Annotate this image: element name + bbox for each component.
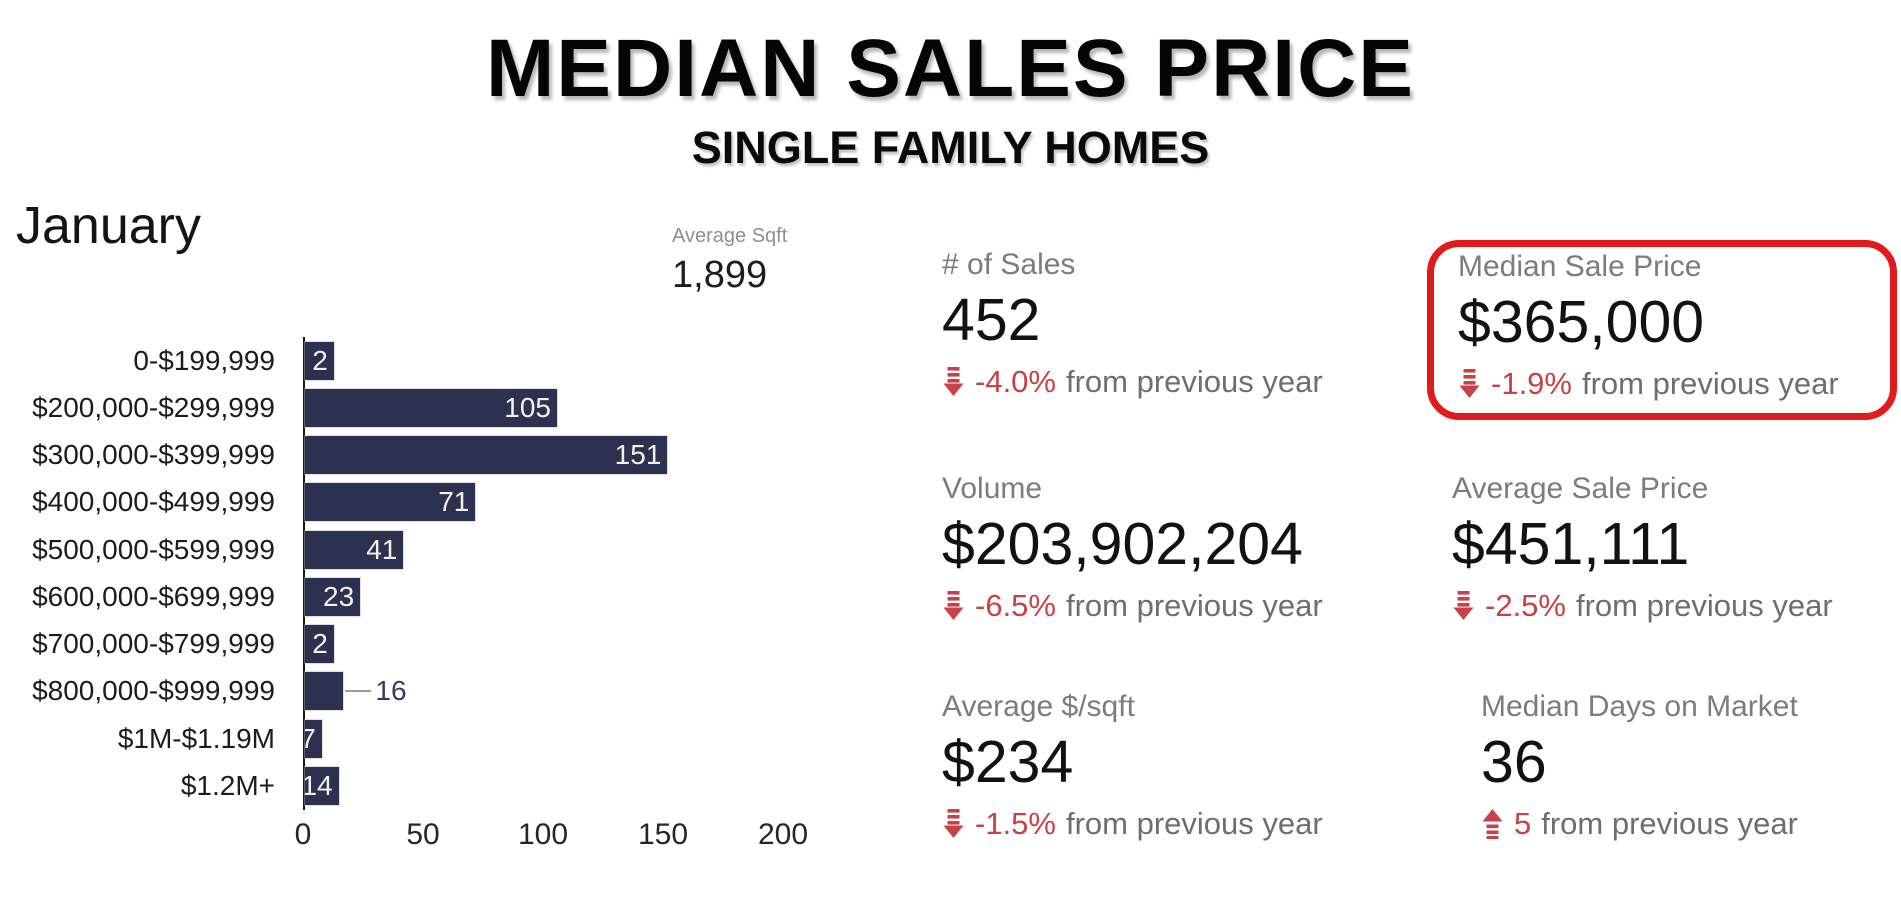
bar: 41 <box>305 530 404 569</box>
x-axis-tick-label: 100 <box>517 818 569 851</box>
delta-value: -1.5% <box>975 805 1056 841</box>
bar-value-label: 71 <box>438 486 470 518</box>
delta-suffix: from previous year <box>1065 805 1323 841</box>
stat-average-dollar-sqft: Average $/sqft $234 -1.5% from previous yea… <box>942 690 1323 842</box>
category-label: $500,000-$599,999 <box>32 533 275 565</box>
bar-row: 16 <box>305 668 783 715</box>
bar-row: 41 <box>305 526 783 573</box>
bar-row: 23 <box>305 573 783 620</box>
delta-suffix: from previous year <box>1575 587 1833 623</box>
trend-down-icon <box>1452 590 1475 621</box>
stat-average-sale-price: Average Sale Price $451,111 -2.5% from prev… <box>1452 472 1833 624</box>
category-label: $700,000-$799,999 <box>32 628 275 660</box>
stat-delta: -2.5% from previous year <box>1452 588 1833 624</box>
bar-chart-x-axis: 0 50 100 150 200 <box>295 818 808 858</box>
stat-label: # of Sales <box>942 248 1076 281</box>
bar-row: 71 <box>305 479 783 526</box>
delta-suffix: from previous year <box>1065 587 1323 623</box>
bar-value-label: 41 <box>366 533 398 565</box>
delta-value: 5 <box>1514 805 1532 841</box>
delta-value: -4.0% <box>975 363 1056 399</box>
bar-row: 7 <box>305 715 783 762</box>
x-axis-tick-label: 0 <box>294 818 312 851</box>
page-subtitle: SINGLE FAMILY HOMES <box>691 122 1210 173</box>
stat-value: $203,902,204 <box>942 511 1303 577</box>
x-axis-tick-label: 200 <box>757 818 809 851</box>
bar-row: 105 <box>305 384 783 431</box>
trend-down-icon <box>942 808 965 839</box>
x-axis-tick-label: 150 <box>637 818 689 851</box>
stat-volume: Volume $203,902,204 -6.5% from previous yea… <box>942 472 1323 624</box>
trend-down-icon <box>1458 368 1481 399</box>
stat-delta: -1.9% from previous year <box>1458 366 1839 402</box>
category-label: $400,000-$499,999 <box>32 486 275 518</box>
bar-value-label: 16 <box>375 675 407 707</box>
delta-suffix: from previous year <box>1581 365 1839 401</box>
stat-num-sales: # of Sales 452 -4.0% from previous year <box>942 248 1323 400</box>
delta-value: -2.5% <box>1485 587 1566 623</box>
bar-value-label: 14 <box>305 769 333 801</box>
delta-value: -1.9% <box>1491 365 1572 401</box>
stat-label: Median Sale Price <box>1458 250 1702 283</box>
average-sqft-block: Average Sqft 1,899 <box>672 225 787 297</box>
bar: 2 <box>305 341 334 380</box>
average-sqft-value: 1,899 <box>672 254 768 296</box>
month-label: January <box>16 197 201 255</box>
bar-row: 2 <box>305 621 783 668</box>
bar: 14 <box>305 766 339 805</box>
category-label: 0-$199,999 <box>133 344 275 376</box>
bar: 2 <box>305 625 334 664</box>
bar-value-label: 105 <box>504 391 551 423</box>
bar: 151 <box>305 436 668 475</box>
trend-down-icon <box>942 590 965 621</box>
stat-label: Volume <box>942 472 1043 505</box>
bar-chart-plot-area: 2 105 151 71 41 23 2 16 7 14 <box>303 337 783 810</box>
bar-row: 2 <box>305 337 783 384</box>
x-axis-tick-label: 50 <box>406 818 440 851</box>
stat-value: 36 <box>1481 729 1547 795</box>
bar: 23 <box>305 577 361 616</box>
stat-median-dom: Median Days on Market 36 5 from previous ye… <box>1481 690 1798 842</box>
category-label: $300,000-$399,999 <box>32 439 275 471</box>
stat-delta: -6.5% from previous year <box>942 588 1323 624</box>
stat-label: Median Days on Market <box>1481 690 1798 723</box>
category-label: $1.2M+ <box>180 769 275 801</box>
stat-delta: -1.5% from previous year <box>942 806 1323 842</box>
category-label: $1M-$1.19M <box>117 722 275 754</box>
bar-row: 151 <box>305 432 783 479</box>
category-label: $800,000-$999,999 <box>32 675 275 707</box>
stat-label: Average Sale Price <box>1452 472 1709 505</box>
bar-value-label: 7 <box>305 722 316 754</box>
page-title: MEDIAN SALES PRICE <box>486 23 1415 114</box>
stat-label: Average $/sqft <box>942 690 1135 723</box>
stat-value: $451,111 <box>1452 511 1690 577</box>
bar-value-label: 151 <box>614 439 662 471</box>
trend-down-icon <box>942 366 965 397</box>
delta-suffix: from previous year <box>1065 363 1323 399</box>
bar-value-label: 2 <box>312 628 328 660</box>
stat-delta: 5 from previous year <box>1481 806 1798 842</box>
bar: 105 <box>305 388 557 427</box>
callout-line <box>345 690 372 693</box>
bar-row: 14 <box>305 762 783 809</box>
bar-value-label: 23 <box>323 580 355 612</box>
stat-delta: -4.0% from previous year <box>942 364 1323 400</box>
average-sqft-label: Average Sqft <box>672 225 788 247</box>
stat-median-sale-price: Median Sale Price $365,000 -1.9% from previ… <box>1458 250 1839 402</box>
stat-value: $365,000 <box>1458 289 1705 355</box>
delta-value: -6.5% <box>975 587 1056 623</box>
header: MEDIAN SALES PRICE SINGLE FAMILY HOMES <box>0 22 1901 174</box>
category-label: $200,000-$299,999 <box>32 391 275 423</box>
stat-value: 452 <box>942 287 1041 353</box>
trend-up-icon <box>1481 808 1504 840</box>
bar-chart-category-axis: 0-$199,999 $200,000-$299,999 $300,000-$399… <box>0 337 284 810</box>
bar: 7 <box>305 719 322 758</box>
bar <box>305 672 344 711</box>
delta-suffix: from previous year <box>1541 805 1798 841</box>
category-label: $600,000-$699,999 <box>32 580 275 612</box>
stat-value: $234 <box>942 729 1074 795</box>
bar: 71 <box>305 483 476 522</box>
bar-value-label: 2 <box>312 344 328 376</box>
